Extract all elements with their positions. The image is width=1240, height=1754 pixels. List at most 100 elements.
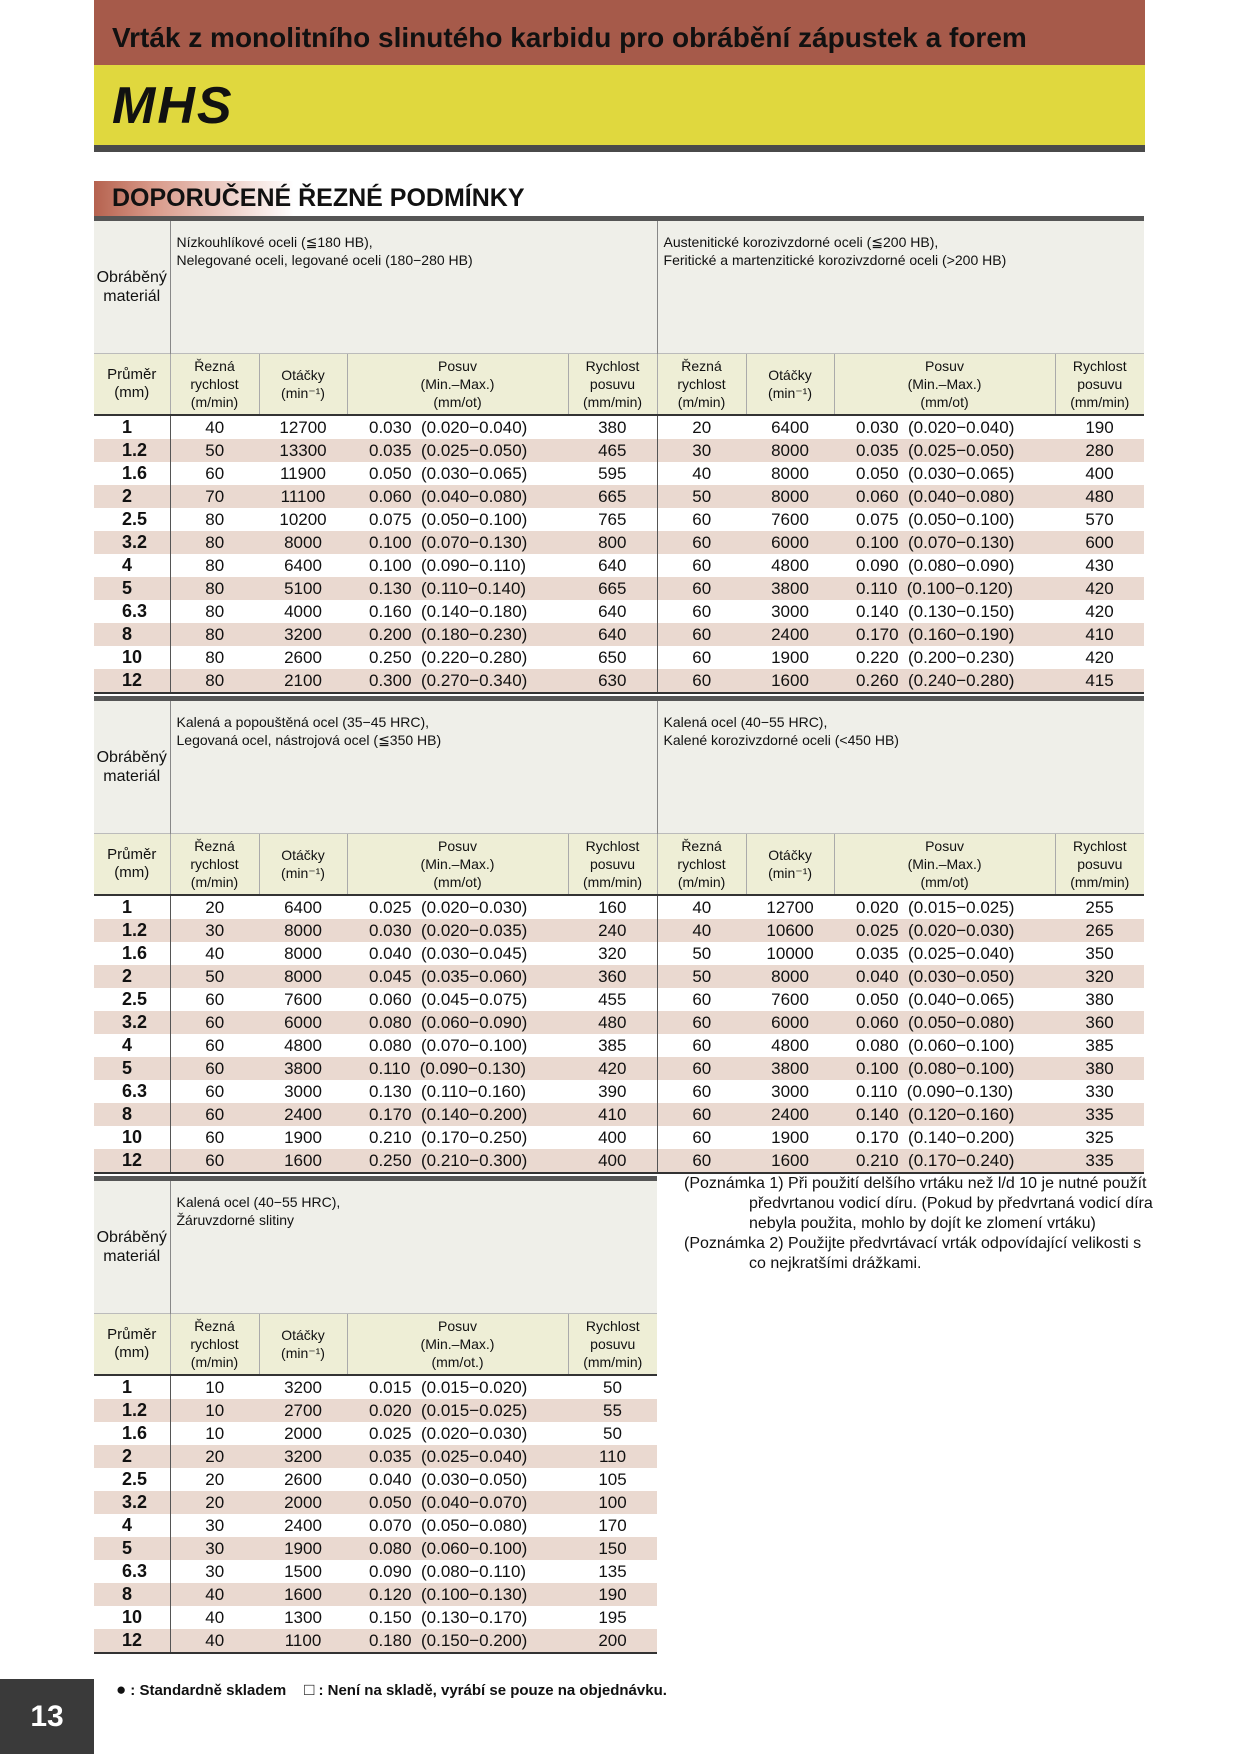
feed-rate: 195 — [598, 1608, 627, 1627]
feed-rate: 455 — [598, 990, 627, 1009]
header-line: (mm/ot.) — [431, 1354, 484, 1370]
spindle-speed: 7600 — [771, 510, 809, 529]
feed-range: (0.100−0.120) — [906, 579, 1014, 598]
feed: 0.030 (0.020−0.035) — [347, 919, 568, 942]
data-row: 1.2 30 8000 0.030 (0.020−0.035) 240 40 10600 0.… — [94, 919, 1145, 942]
cutting-speed: 10 — [205, 1378, 225, 1397]
feed-value: 0.100 — [856, 533, 899, 552]
feed-range: (0.030−0.045) — [421, 944, 528, 963]
feed: 0.110 (0.090−0.130) — [347, 1057, 568, 1080]
header-line: Řezná — [194, 358, 235, 374]
legend-text: : Není na skladě, vyrábí se pouze na obj… — [318, 1682, 667, 1699]
cutting-speed: 40 — [205, 418, 225, 437]
feed-rate: 480 — [568, 1011, 658, 1034]
condition-table: Obráběný materiál Kalená a popouštěná ocel… — [94, 696, 1145, 1174]
spindle-speed: 1900 — [771, 648, 809, 667]
spindle-speed: 12700 — [766, 898, 814, 917]
header-line: Průměr — [107, 1326, 157, 1343]
spindle-speed: 2400 — [746, 1103, 835, 1126]
data-row: 1 20 6400 0.025 (0.020−0.030) 160 40 12700 0.02… — [94, 895, 1144, 919]
cutting-speed: 30 — [170, 919, 259, 942]
material-line: Žáruvzdorné slitiny — [176, 1212, 295, 1228]
feed: 0.250 (0.210−0.300) — [347, 1149, 568, 1173]
feed: 0.040 (0.030−0.050) — [834, 965, 1056, 988]
cutting-speed: 60 — [656, 600, 747, 623]
feed: 0.040 (0.030−0.050) — [347, 1468, 568, 1491]
feed-range: (0.210−0.300) — [421, 1151, 528, 1170]
material-desc: Kalená ocel (40−55 HRC), Kalené korozivzd… — [656, 698, 1145, 834]
header-line: (mm/ot) — [433, 874, 482, 890]
feed-range: (0.090−0.130) — [906, 1082, 1014, 1101]
feed: 0.150 (0.130−0.170) — [347, 1606, 568, 1629]
legend-item: □: Není na skladě, vyrábí se pouze na ob… — [304, 1680, 667, 1699]
feed-range: (0.160−0.190) — [908, 625, 1015, 644]
spindle-speed: 8000 — [746, 965, 835, 988]
feed-range: (0.030−0.065) — [421, 464, 528, 483]
feed-value: 0.210 — [856, 1151, 899, 1170]
column-header: Rychlost posuvu (mm/min) — [1054, 353, 1145, 416]
feed-range: (0.110−0.160) — [421, 1082, 527, 1101]
feed-rate: 240 — [568, 919, 658, 942]
feed-value: 0.020 — [369, 1401, 412, 1420]
material-line: Feritické a martenzitické korozivzdorné … — [663, 252, 1007, 268]
feed-value: 0.090 — [856, 556, 899, 575]
data-row: 2 20 3200 0.035 (0.025−0.040) 110 — [94, 1445, 657, 1468]
spindle-speed: 8000 — [259, 531, 347, 554]
cutting-speed: 60 — [205, 990, 225, 1009]
feed-range: (0.020−0.030) — [421, 1424, 528, 1443]
spindle-speed: 1900 — [259, 1537, 347, 1560]
header-line: (mm/min) — [1070, 394, 1130, 410]
feed: 0.200 (0.180−0.230) — [347, 623, 568, 646]
feed-range: (0.030−0.050) — [421, 1470, 528, 1489]
data-row: 4 60 4800 0.080 (0.070−0.100) 385 60 4800 0.080… — [94, 1034, 1144, 1057]
material-line: Kalená ocel (40−55 HRC), — [176, 1194, 341, 1210]
feed-rate: 400 — [568, 1149, 658, 1173]
header-line: Posuv — [438, 1318, 477, 1334]
note: (Poznámka 1) Při použití delšího vrtáku … — [684, 1174, 1154, 1234]
cutting-speed: 80 — [170, 531, 259, 554]
feed-range: (0.170−0.240) — [908, 1151, 1015, 1170]
feed-value: 0.060 — [369, 487, 412, 506]
column-header: Řezná rychlost (m/min) — [656, 353, 747, 416]
column-header: Posuv (Min.–Max.) (mm/ot) — [346, 833, 568, 896]
header-line: (Min.–Max.) — [907, 856, 982, 872]
feed-value: 0.200 — [369, 625, 412, 644]
feed-range: (0.025−0.040) — [421, 1447, 528, 1466]
feed-value: 0.035 — [856, 441, 899, 460]
spindle-speed: 2600 — [284, 1470, 322, 1489]
feed-value: 0.045 — [369, 967, 412, 986]
header-line: (Min.–Max.) — [420, 376, 495, 392]
feed-value: 0.220 — [856, 648, 899, 667]
data-row: 8 80 3200 0.200 (0.180−0.230) 640 60 2400 0.170… — [94, 623, 1145, 646]
spindle-speed: 8000 — [746, 485, 835, 508]
header-line: (Min.–Max.) — [420, 856, 495, 872]
feed-rate: 400 — [598, 1128, 627, 1147]
cutting-speed: 50 — [656, 965, 747, 988]
header-line: rychlost — [190, 1336, 239, 1352]
cutting-speed: 60 — [656, 1080, 747, 1103]
material-desc: Kalená ocel (40−55 HRC), Žáruvzdorné slit… — [169, 1178, 657, 1314]
header-line: Rychlost — [585, 1318, 640, 1334]
feed: 0.170 (0.140−0.200) — [347, 1103, 568, 1126]
feed-rate: 150 — [568, 1537, 657, 1560]
feed: 0.100 (0.070−0.130) — [347, 531, 568, 554]
diameter: 4 — [94, 554, 171, 577]
feed-rate: 100 — [568, 1491, 657, 1514]
data-row: 10 40 1300 0.150 (0.130−0.170) 195 — [94, 1606, 657, 1629]
feed-range: (0.025−0.050) — [421, 441, 528, 460]
cutting-speed: 80 — [205, 602, 225, 621]
header-line: (m/min) — [677, 394, 726, 410]
column-header: Posuv (Min.–Max.) (mm/ot) — [833, 353, 1056, 416]
data-row: 10 80 2600 0.250 (0.220−0.280) 650 60 1900 0.22… — [94, 646, 1144, 669]
feed-value: 0.160 — [369, 602, 412, 621]
feed-value: 0.170 — [369, 1105, 412, 1124]
spindle-speed: 2000 — [259, 1491, 347, 1514]
diameter: 1 — [94, 415, 171, 439]
feed: 0.015 (0.015−0.020) — [347, 1375, 568, 1399]
feed-range: (0.070−0.130) — [908, 533, 1015, 552]
material-desc: Kalená a popouštěná ocel (35−45 HRC), Leg… — [169, 698, 658, 834]
data-row: 8 40 1600 0.120 (0.100−0.130) 190 — [94, 1583, 657, 1606]
feed: 0.100 (0.080−0.100) — [834, 1057, 1056, 1080]
spindle-speed: 11100 — [259, 485, 347, 508]
feed-rate: 570 — [1085, 510, 1114, 529]
